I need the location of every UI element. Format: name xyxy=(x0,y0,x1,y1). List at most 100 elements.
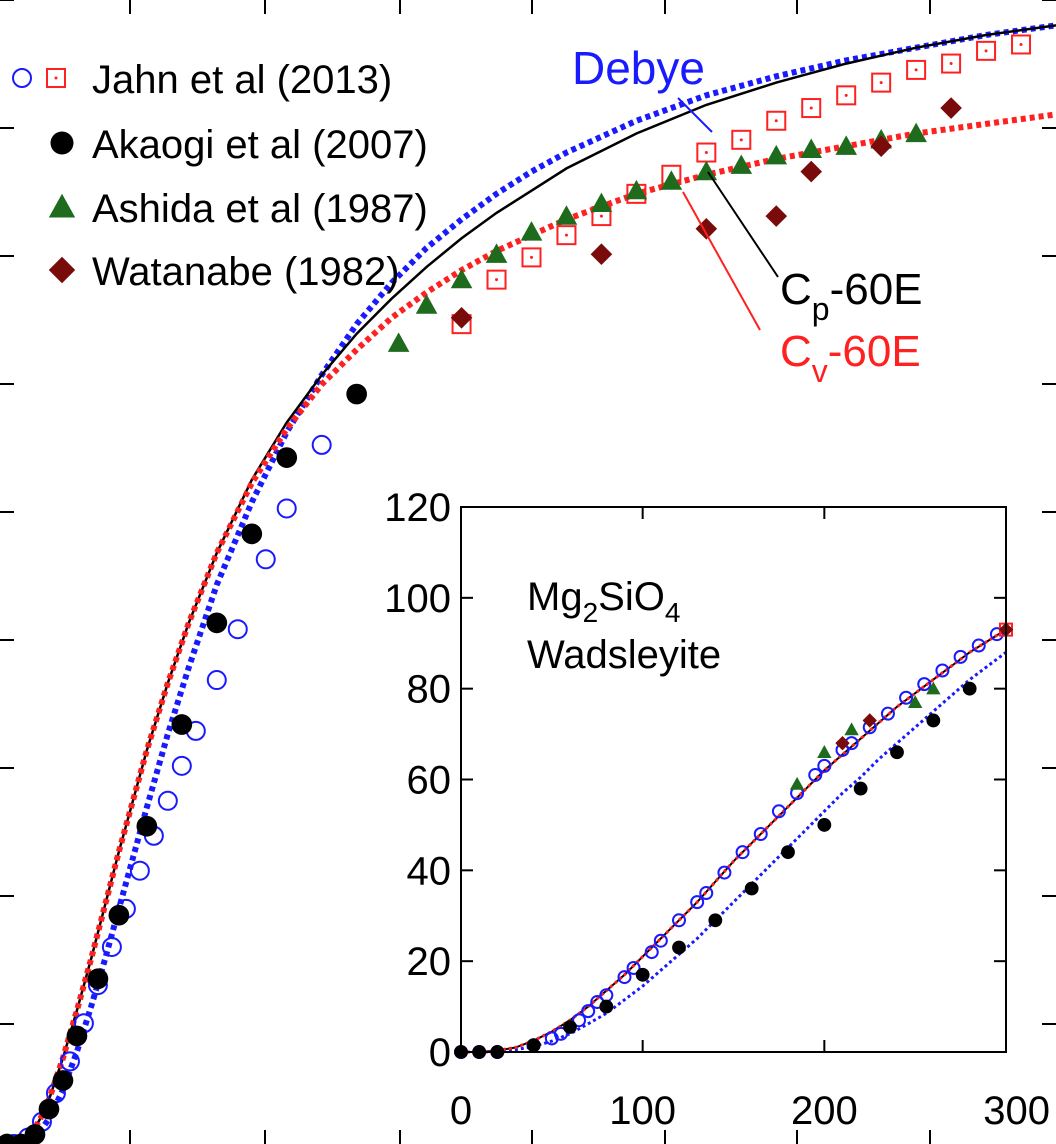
inset-point-watanabe-1982-diamond-filled xyxy=(862,713,877,728)
main-point-akaogi-et-al-2007-circle-filled xyxy=(171,714,193,735)
inset-y-tick-label: 20 xyxy=(407,940,452,984)
main-point-ashida-et-al-1987-triangle-filled xyxy=(765,144,788,165)
main-point-ashida-et-al-1987-triangle-filled xyxy=(590,192,613,213)
inset-point-jahn-et-al-2013-circle-open xyxy=(553,1026,568,1041)
inset-plot: 0 20 40 60 80 100 120 0 100 200 300 Mg2SiO4 Wadsleyi… xyxy=(384,486,1050,1133)
legend-marker-watanabe-1982 xyxy=(48,256,76,284)
inset-point-jahn-et-al-2013-circle-open xyxy=(699,886,714,901)
main-point-ashida-et-al-1987-triangle-filled xyxy=(730,154,753,174)
inset-point-jahn-et-al-2013-circle-open xyxy=(771,804,786,819)
legend-marker-akaogi-et-al-2007 xyxy=(50,131,74,155)
main-point-akaogi-et-al-2007-circle-filled xyxy=(206,612,228,634)
main-point-jahn-et-al-2013-square-open-dot xyxy=(1011,34,1032,55)
inset-point-ashida-et-al-1987-triangle-filled xyxy=(907,695,923,709)
main-point-ashida-et-al-1987-triangle-filled xyxy=(485,243,508,263)
inset-point-ashida-et-al-1987-triangle-filled xyxy=(844,722,859,736)
inset-x-tick-label: 200 xyxy=(791,1089,858,1133)
main-point-akaogi-et-al-2007-circle-filled xyxy=(52,1070,74,1091)
inset-mineral-name: Wadsleyite xyxy=(527,633,721,677)
main-point-jahn-et-al-2013-square-open-dot xyxy=(801,98,822,119)
inset-background xyxy=(461,507,1006,1052)
annotation-cp-leader xyxy=(707,171,779,278)
legend-label-akaogi-et-al-2007: Akaogi et al (2007) xyxy=(92,123,428,167)
inset-point-akaogi-et-al-2007-circle-filled xyxy=(563,1020,577,1034)
inset-point-jahn-et-al-2013-circle-open xyxy=(880,706,895,721)
inset-point-jahn-et-al-2013-circle-open xyxy=(572,1013,587,1028)
legend-label-jahn-et-al-2013: Jahn et al (2013) xyxy=(92,58,392,102)
legend-label-ashida-et-al-1987: Ashida et al (1987) xyxy=(92,187,428,231)
inset-point-akaogi-et-al-2007-circle-filled xyxy=(890,745,904,760)
inset-point-jahn-et-al-2013-circle-open xyxy=(626,960,641,975)
main-point-ashida-et-al-1987-triangle-filled xyxy=(660,170,683,190)
main-point-jahn-et-al-2013-circle-open xyxy=(171,755,192,776)
inset-point-jahn-et-al-2013-circle-open xyxy=(953,649,968,664)
main-point-watanabe-1982-diamond-filled xyxy=(450,306,473,329)
main-point-jahn-et-al-2013-circle-open xyxy=(101,936,122,957)
inset-point-jahn-et-al-2013-circle-open xyxy=(690,895,705,910)
inset-point-akaogi-et-al-2007-circle-filled xyxy=(744,881,759,896)
main-point-ashida-et-al-1987-triangle-filled xyxy=(415,294,438,314)
main-point-jahn-et-al-2013-square-open-dot xyxy=(521,247,542,268)
inset-point-akaogi-et-al-2007-circle-filled xyxy=(926,713,941,728)
main-series-line-debye xyxy=(7,22,1056,1144)
main-point-jahn-et-al-2013-square-open-dot xyxy=(941,53,962,74)
inset-point-jahn-et-al-2013-circle-open xyxy=(753,827,768,841)
main-point-ashida-et-al-1987-triangle-filled xyxy=(520,221,543,241)
main-point-jahn-et-al-2013-circle-open xyxy=(276,498,297,519)
main-point-ashida-et-al-1987-triangle-filled xyxy=(835,135,857,155)
legend-label-watanabe-1982: Watanabe (1982) xyxy=(92,250,400,294)
main-point-jahn-et-al-2013-square-open-dot xyxy=(836,85,857,106)
inset-point-jahn-et-al-2013-circle-open xyxy=(617,970,632,985)
legend-marker-jahn-et-al-2013-circle xyxy=(12,68,32,88)
main-point-ashida-et-al-1987-triangle-filled xyxy=(695,160,718,181)
main-point-jahn-et-al-2013-square-open-dot xyxy=(976,40,997,61)
inset-point-jahn-et-al-2013-circle-open xyxy=(644,945,659,960)
main-point-akaogi-et-al-2007-circle-filled xyxy=(87,968,109,990)
main-point-jahn-et-al-2013-square-open-dot xyxy=(906,59,927,80)
legend: Jahn et al (2013) Akaogi et al (2007) Ashi… xyxy=(12,58,428,294)
main-point-jahn-et-al-2013-circle-open xyxy=(59,1051,80,1072)
inset-point-akaogi-et-al-2007-circle-filled xyxy=(599,999,614,1014)
inset-point-jahn-et-al-2013-circle-open xyxy=(581,1004,596,1019)
inset-y-tick-label: 100 xyxy=(384,577,451,621)
annotation-debye-leader xyxy=(677,97,713,133)
main-point-watanabe-1982-diamond-filled xyxy=(940,97,962,119)
main-point-ashida-et-al-1987-triangle-filled xyxy=(450,268,473,289)
main-point-jahn-et-al-2013-square-open-dot xyxy=(766,110,787,131)
inset-point-watanabe-1982-diamond-filled xyxy=(835,735,850,751)
main-point-akaogi-et-al-2007-circle-filled xyxy=(108,904,130,926)
inset-point-jahn-et-al-2013-circle-open xyxy=(735,845,750,860)
annotation-cv-60e: Cv-60E xyxy=(780,327,921,389)
inset-point-ashida-et-al-1987-triangle-filled xyxy=(926,681,941,695)
main-point-jahn-et-al-2013-square-open-dot xyxy=(871,72,892,93)
inset-x-tick-label: 0 xyxy=(450,1089,472,1133)
inset-point-akaogi-et-al-2007-circle-filled xyxy=(853,781,868,796)
inset-point-akaogi-et-al-2007-circle-filled xyxy=(672,940,686,955)
main-point-watanabe-1982-diamond-filled xyxy=(800,160,823,183)
inset-y-tick-label: 80 xyxy=(407,668,452,712)
inset-y-tick-label: 120 xyxy=(384,486,451,530)
main-point-akaogi-et-al-2007-circle-filled xyxy=(38,1098,60,1120)
main-point-jahn-et-al-2013-circle-open xyxy=(157,790,178,811)
inset-point-jahn-et-al-2013-circle-open xyxy=(899,690,914,705)
inset-mineral-formula: Mg2SiO4 xyxy=(527,575,680,628)
main-point-akaogi-et-al-2007-circle-filled xyxy=(136,815,158,837)
annotation-cp-60e: Cp-60E xyxy=(780,265,923,327)
main-point-ashida-et-al-1987-triangle-filled xyxy=(387,332,410,352)
main-point-watanabe-1982-diamond-filled xyxy=(590,243,613,266)
main-point-jahn-et-al-2013-circle-open xyxy=(3,1134,24,1144)
annotation-debye: Debye xyxy=(572,42,705,94)
main-point-jahn-et-al-2013-square-open-dot xyxy=(556,225,577,246)
main-point-ashida-et-al-1987-triangle-filled xyxy=(555,205,578,225)
main-point-ashida-et-al-1987-triangle-filled xyxy=(800,138,823,158)
main-point-ashida-et-al-1987-triangle-filled xyxy=(905,122,927,143)
inset-y-tick-label: 40 xyxy=(407,849,452,893)
inset-y-tick-label: 60 xyxy=(407,759,452,803)
inset-point-jahn-et-al-2013-circle-open xyxy=(935,663,950,678)
inset-point-akaogi-et-al-2007-circle-filled xyxy=(962,681,977,696)
inset-point-ashida-et-al-1987-triangle-filled xyxy=(817,745,832,759)
inset-x-tick-label: 300 xyxy=(983,1089,1050,1133)
main-point-jahn-et-al-2013-square-open-dot xyxy=(486,269,507,290)
